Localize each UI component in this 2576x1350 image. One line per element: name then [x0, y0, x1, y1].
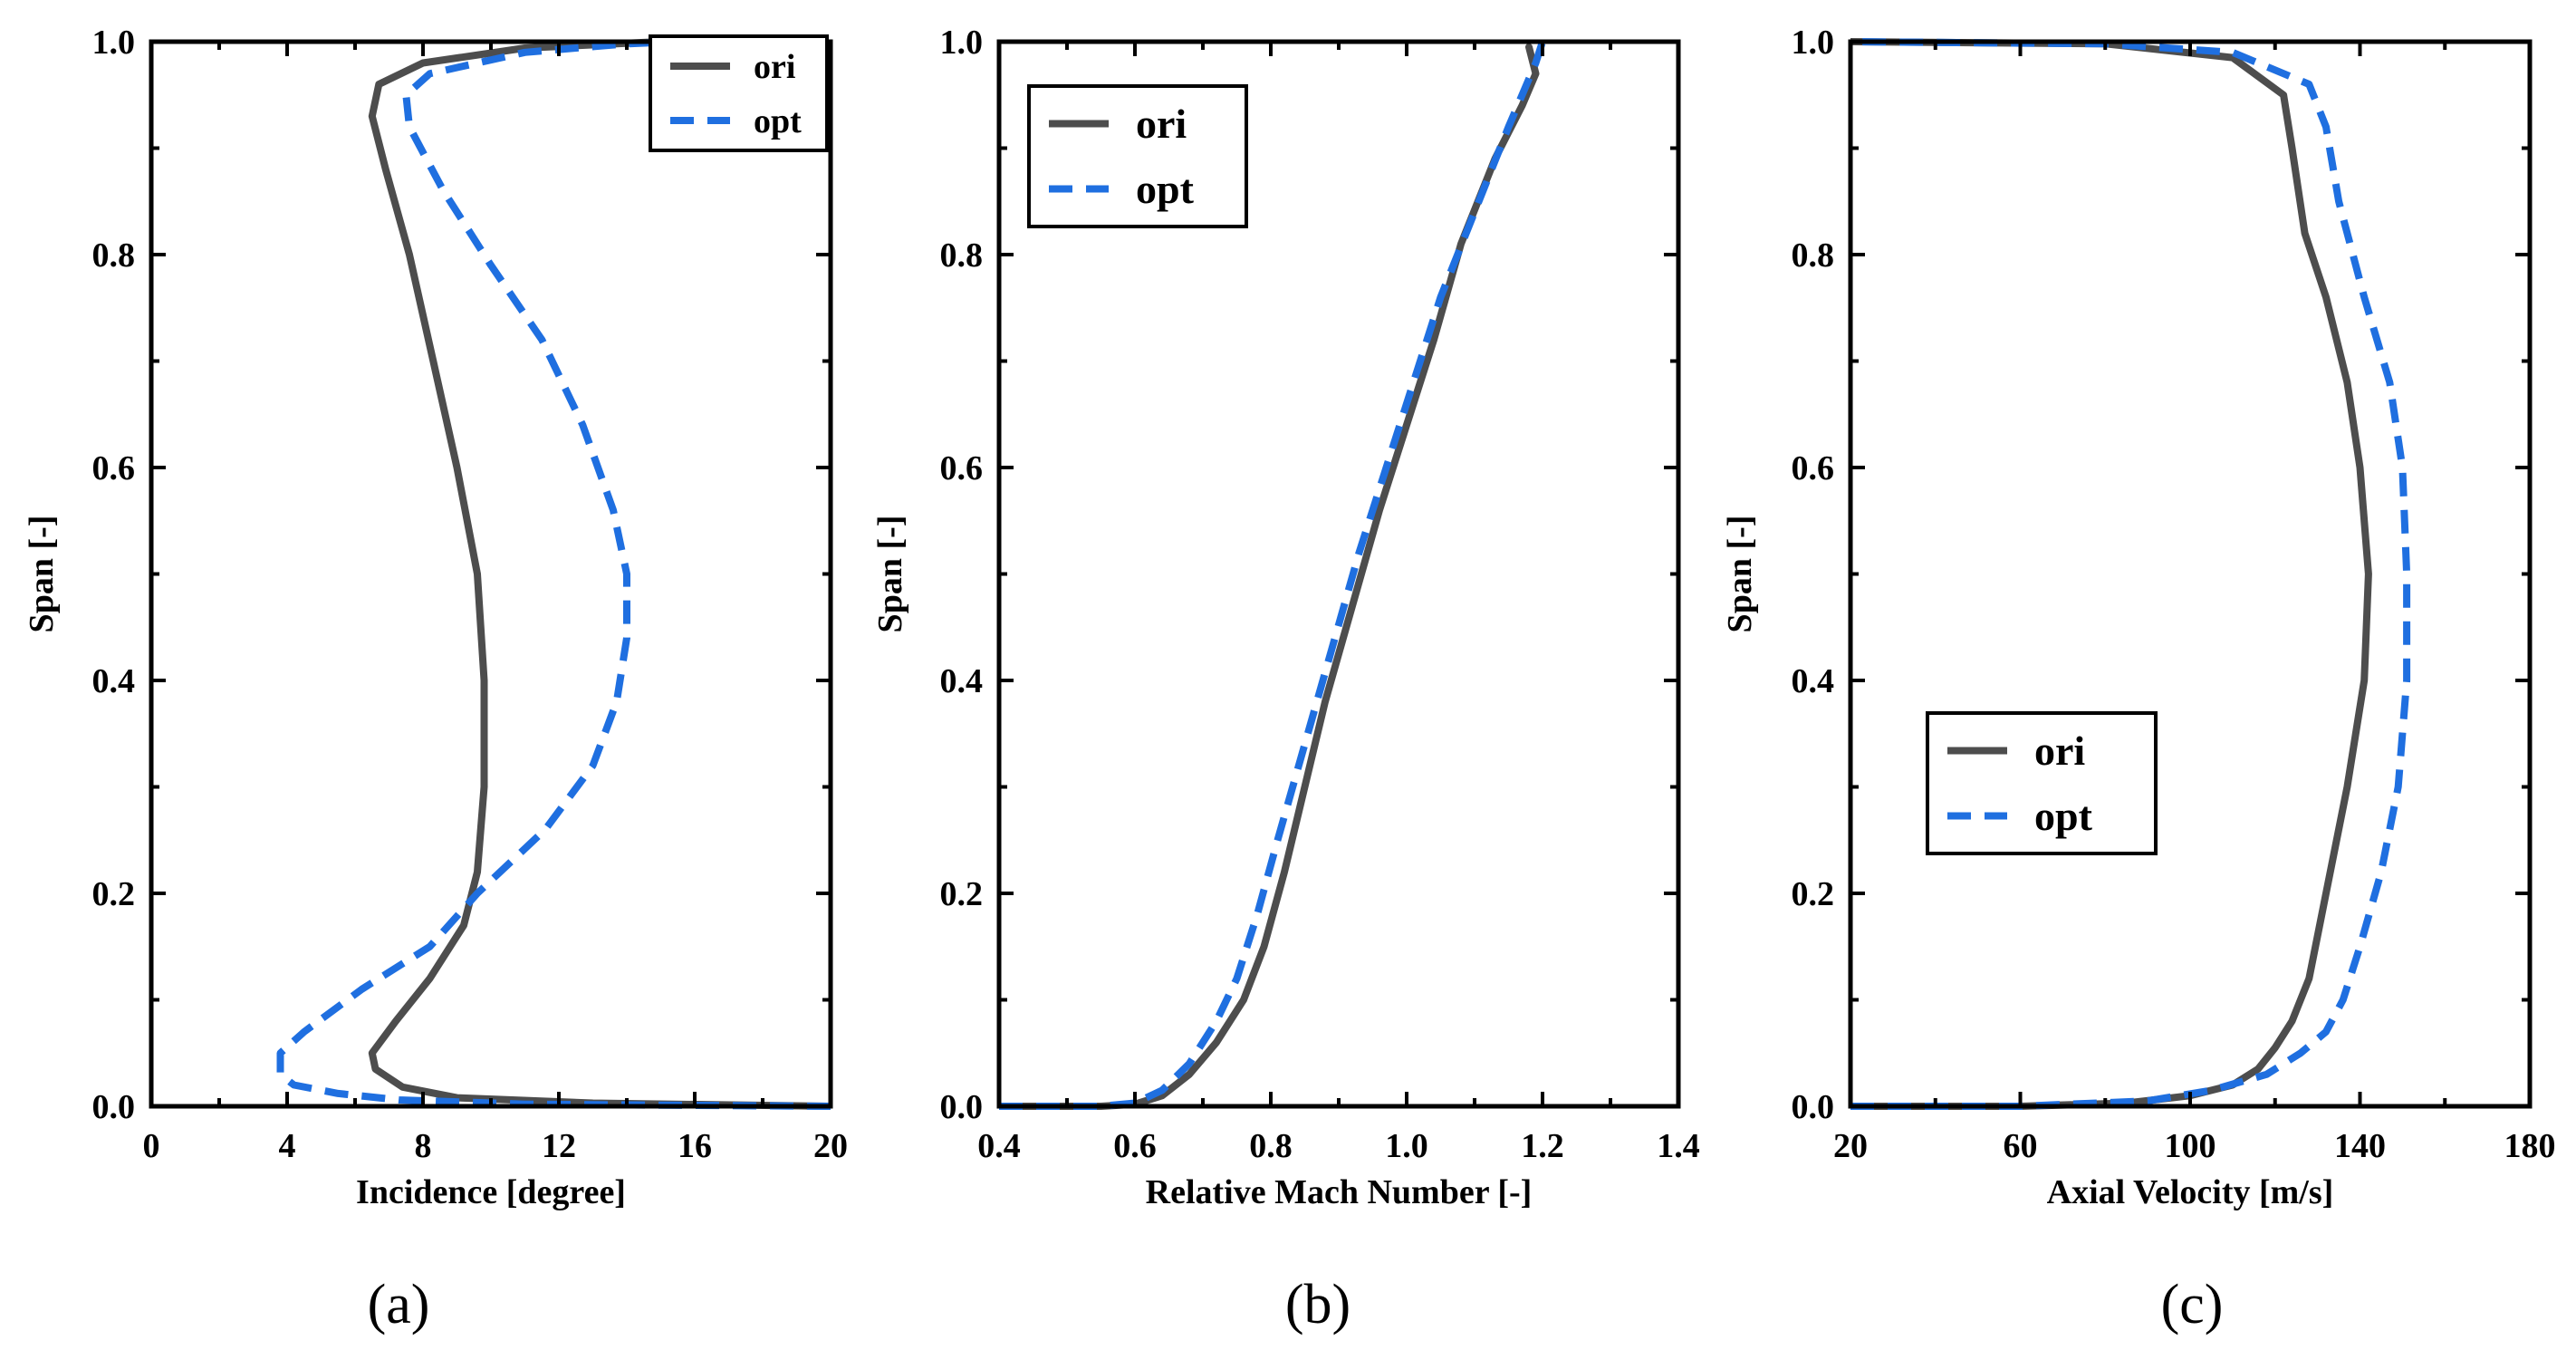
- series-line-opt: [1850, 38, 2411, 1110]
- x-tick-label: 1.0: [1385, 1127, 1428, 1165]
- x-tick-label: 4: [279, 1127, 296, 1165]
- x-tick-label: 1.4: [1657, 1127, 1700, 1165]
- y-tick-label: 1.0: [92, 24, 136, 62]
- y-tick-label: 0.6: [940, 449, 984, 487]
- y-tick-label: 0.0: [940, 1088, 984, 1126]
- x-axis-label: Relative Mach Number [-]: [1146, 1173, 1533, 1211]
- y-axis-label: Span [-]: [1721, 516, 1759, 633]
- y-tick-label: 0.0: [92, 1088, 136, 1126]
- series-line-opt: [276, 38, 831, 1110]
- legend-box: [1027, 84, 1248, 228]
- legend-label-ori: ori: [754, 48, 795, 86]
- legend-label-opt: opt: [1136, 166, 1195, 212]
- panel-label: (c): [2161, 1274, 2224, 1336]
- legend: ori opt: [1926, 711, 2158, 855]
- legend-label-opt: opt: [2034, 793, 2093, 839]
- y-tick-label: 0.6: [1792, 449, 1835, 487]
- x-tick-label: 20: [1833, 1127, 1868, 1165]
- x-tick-label: 100: [2165, 1127, 2216, 1165]
- x-tick-label: 140: [2334, 1127, 2386, 1165]
- x-tick-label: 0: [143, 1127, 160, 1165]
- plot-frame: [1848, 39, 2533, 1109]
- legend: ori opt: [1027, 84, 1248, 228]
- x-tick-label: 0.6: [1113, 1127, 1157, 1165]
- legend-label-ori: ori: [1136, 101, 1187, 147]
- panel-label: (a): [368, 1274, 430, 1336]
- legend: ori opt: [649, 34, 829, 152]
- y-tick-label: 1.0: [1792, 24, 1835, 62]
- y-tick-label: 1.0: [940, 24, 984, 62]
- series-line-ori: [999, 43, 1540, 1110]
- y-tick-label: 0.2: [1792, 875, 1835, 913]
- x-tick-label: 1.2: [1521, 1127, 1564, 1165]
- series-line-ori: [368, 38, 831, 1110]
- chart-panel-2: 0.4 0.6 0.8 1.0 1.2 1.4 0.0 0.2 0.4 0.6 0.8 1.0 Rela…: [871, 24, 1700, 1336]
- x-tick-label: 60: [2004, 1127, 2038, 1165]
- y-axis-label: Span [-]: [23, 516, 61, 633]
- y-tick-label: 0.4: [1792, 662, 1835, 700]
- y-axis-label: Span [-]: [871, 516, 909, 633]
- legend-box: [1926, 711, 2158, 855]
- y-tick-label: 0.0: [1792, 1088, 1835, 1126]
- x-tick-label: 0.4: [977, 1127, 1021, 1165]
- x-tick-label: 0.8: [1249, 1127, 1293, 1165]
- y-tick-label: 0.4: [92, 662, 136, 700]
- x-tick-label: 16: [678, 1127, 712, 1165]
- y-tick-label: 0.8: [1792, 236, 1835, 275]
- y-tick-label: 0.4: [940, 662, 984, 700]
- chart-panel-3: 20 60 100 140 180 0.0 0.2 0.4 0.6 0.8 1.0 Axial Vel…: [1721, 24, 2556, 1336]
- x-tick-label: 20: [813, 1127, 848, 1165]
- legend-label-opt: opt: [754, 102, 802, 140]
- legend-label-ori: ori: [2034, 728, 2085, 774]
- x-tick-label: 180: [2504, 1127, 2556, 1165]
- y-tick-label: 0.6: [92, 449, 136, 487]
- x-axis-label: Incidence [degree]: [356, 1173, 626, 1211]
- chart-panel-1: 0 4 8 12 16 20 0.0 0.2 0.4 0.6 0.8 1.0 Incidence [de…: [23, 24, 848, 1336]
- plot-frame: [149, 39, 833, 1109]
- x-tick-label: 12: [542, 1127, 576, 1165]
- x-axis-label: Axial Velocity [m/s]: [2047, 1173, 2334, 1211]
- panel-label: (b): [1285, 1274, 1350, 1336]
- x-tick-label: 8: [415, 1127, 432, 1165]
- series-line-ori: [1850, 38, 2372, 1110]
- y-tick-label: 0.8: [940, 236, 984, 275]
- y-tick-label: 0.8: [92, 236, 136, 275]
- legend-box: [649, 34, 829, 152]
- y-tick-label: 0.2: [92, 875, 136, 913]
- y-tick-label: 0.2: [940, 875, 984, 913]
- series-line-opt: [999, 40, 1546, 1110]
